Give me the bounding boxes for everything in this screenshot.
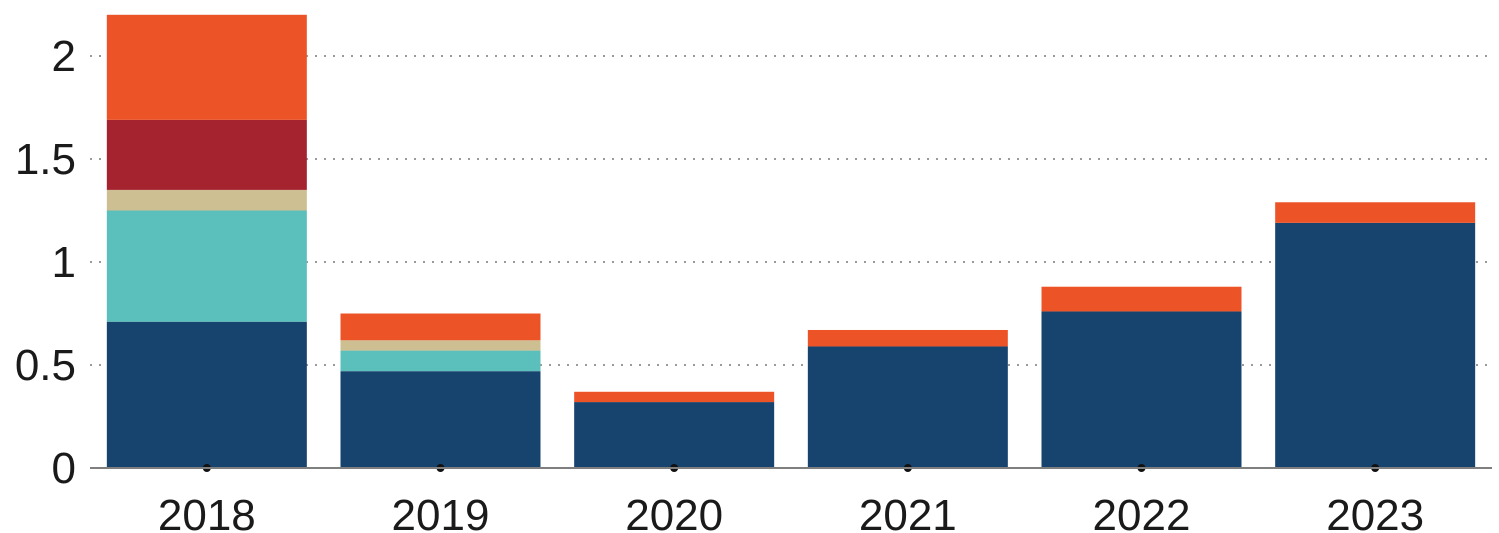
bar-segment-2022-series-1 — [1041, 311, 1242, 468]
bar-segment-2020-series-1 — [574, 402, 775, 468]
bar-segment-2021-series-1 — [807, 346, 1008, 468]
x-tick-label-2018: 2018 — [158, 491, 256, 533]
bar-segment-2019-series-1 — [340, 371, 541, 468]
bar-segment-2023-series-1 — [1275, 222, 1476, 468]
bar-segment-2018-series-4 — [106, 119, 307, 190]
bar-segment-2023-series-5 — [1275, 202, 1476, 223]
bar-segment-2018-series-5 — [106, 14, 307, 120]
axes: 0 0.5 1 1.5 2 2018 2019 2020 2021 2022 2023 — [15, 32, 1492, 533]
y-tick-label: 0 — [52, 444, 76, 493]
x-tick-label-2019: 2019 — [392, 491, 490, 533]
x-tick-label-2022: 2022 — [1093, 491, 1191, 533]
bar-segment-2022-series-5 — [1041, 286, 1242, 312]
y-tick-label: 1.5 — [15, 135, 76, 184]
x-tick-label-2021: 2021 — [859, 491, 957, 533]
bar-segment-2021-series-5 — [807, 329, 1008, 347]
y-tick-label: 0.5 — [15, 341, 76, 390]
bar-segment-2019-series-3 — [340, 340, 541, 351]
bar-segment-2018-series-2 — [106, 210, 307, 322]
bar-segment-2018-series-1 — [106, 321, 307, 468]
x-tick-label-2020: 2020 — [625, 491, 723, 533]
x-tick-label-2023: 2023 — [1326, 491, 1424, 533]
bars — [106, 14, 1476, 468]
bar-segment-2018-series-3 — [106, 189, 307, 211]
bar-segment-2020-series-5 — [574, 391, 775, 403]
bar-segment-2019-series-2 — [340, 350, 541, 372]
y-tick-label: 1 — [52, 238, 76, 287]
bar-segment-2019-series-5 — [340, 313, 541, 341]
y-tick-label: 2 — [52, 32, 76, 81]
